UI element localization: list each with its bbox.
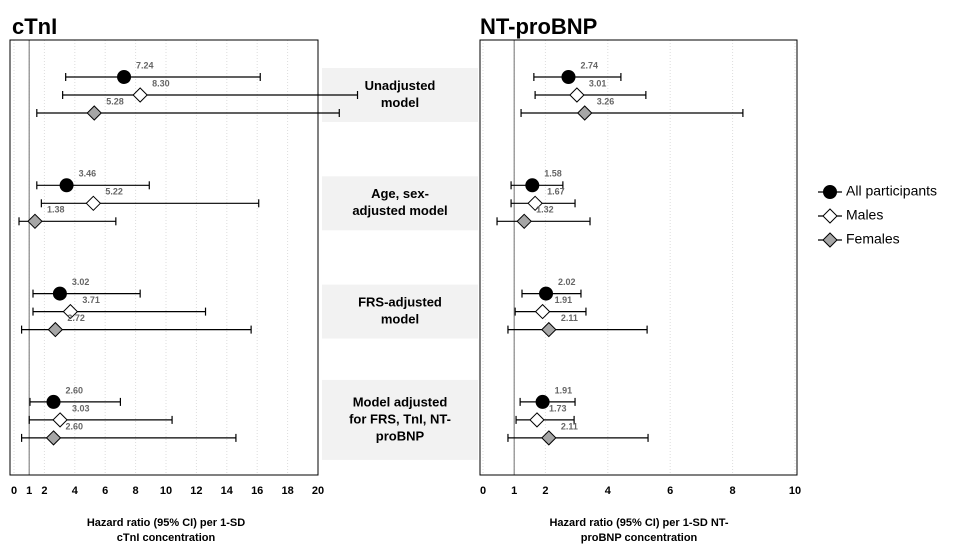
- x-tick-label: 2: [542, 485, 548, 497]
- x-tick-label: 0: [480, 485, 486, 497]
- value-label: 3.46: [79, 169, 97, 179]
- point: [46, 394, 61, 409]
- value-label: 5.22: [105, 187, 123, 197]
- value-label: 7.24: [136, 60, 154, 70]
- category-label: model: [381, 312, 419, 327]
- legend-label: Females: [846, 231, 900, 247]
- x-tick-label: 6: [102, 485, 108, 497]
- value-label: 1.73: [549, 403, 567, 413]
- legend-marker: [822, 232, 838, 248]
- point: [539, 286, 554, 301]
- point: [541, 430, 557, 446]
- point: [86, 105, 102, 121]
- value-label: 5.28: [106, 96, 124, 106]
- value-label: 1.58: [544, 169, 562, 179]
- value-label: 2.60: [66, 421, 84, 431]
- legend-label: All participants: [846, 183, 937, 199]
- value-label: 8.30: [152, 78, 170, 88]
- category-box: [322, 284, 478, 339]
- point: [541, 321, 557, 338]
- point: [45, 430, 62, 446]
- x-tick-label: 10: [160, 485, 172, 497]
- x-tick-label: 4: [72, 485, 79, 497]
- x-tick-label: 10: [789, 485, 801, 497]
- point: [569, 87, 585, 103]
- value-label: 1.67: [547, 187, 565, 197]
- category-label: for FRS, TnI, NT-: [349, 411, 451, 426]
- legend-marker: [822, 208, 838, 224]
- x-axis-label: cTnI concentration: [117, 532, 216, 544]
- value-label: 2.11: [561, 421, 578, 431]
- point: [85, 195, 102, 212]
- point: [27, 213, 43, 230]
- x-tick-label: 1: [511, 485, 517, 497]
- x-tick-label: 2: [41, 485, 47, 497]
- value-label: 1.91: [555, 385, 573, 395]
- point: [577, 105, 593, 121]
- point: [52, 412, 68, 428]
- point: [534, 303, 551, 320]
- x-tick-label: 18: [281, 485, 293, 497]
- x-tick-label: 14: [221, 485, 234, 497]
- point: [62, 303, 79, 320]
- category-box: [322, 176, 478, 231]
- x-tick-label: 6: [667, 485, 673, 497]
- category-label: Age, sex-: [371, 186, 429, 201]
- value-label: 2.72: [67, 313, 85, 323]
- value-label: 2.74: [580, 60, 598, 70]
- value-label: 3.03: [72, 403, 90, 413]
- point: [525, 178, 540, 193]
- value-label: 1.32: [536, 205, 554, 215]
- legend-label: Males: [846, 207, 883, 223]
- plot-frame: [479, 39, 798, 476]
- value-label: 2.60: [66, 385, 84, 395]
- chart-title: NT-proBNP: [480, 14, 597, 39]
- x-tick-label: 20: [312, 485, 324, 497]
- x-tick-label: 8: [133, 485, 139, 497]
- x-tick-label: 4: [605, 485, 612, 497]
- x-axis-label: proBNP concentration: [581, 532, 698, 544]
- value-label: 1.91: [555, 295, 573, 305]
- x-tick-label: 16: [251, 485, 263, 497]
- point: [516, 213, 532, 230]
- legend-marker: [823, 185, 837, 199]
- category-label: Unadjusted: [365, 78, 436, 93]
- category-box: [322, 379, 478, 460]
- point: [47, 321, 64, 338]
- value-label: 3.01: [589, 78, 607, 88]
- point: [527, 195, 543, 212]
- value-label: 2.11: [561, 313, 578, 323]
- point: [117, 70, 132, 84]
- value-label: 1.38: [47, 205, 65, 215]
- point: [132, 87, 148, 103]
- point: [561, 70, 576, 84]
- x-tick-label: 0: [11, 485, 17, 497]
- x-axis-label: Hazard ratio (95% CI) per 1-SD: [87, 517, 245, 529]
- value-label: 3.71: [82, 295, 100, 305]
- point: [59, 178, 74, 193]
- x-tick-label: 8: [730, 485, 736, 497]
- point: [529, 412, 545, 428]
- chart-title: cTnI: [12, 14, 57, 39]
- x-axis-label: Hazard ratio (95% CI) per 1-SD NT-: [549, 517, 728, 529]
- plot-frame: [9, 39, 319, 476]
- category-label: proBNP: [376, 428, 425, 443]
- value-label: 3.02: [72, 277, 90, 287]
- category-label: Model adjusted: [353, 394, 448, 409]
- point: [535, 394, 550, 409]
- x-tick-label: 1: [26, 485, 32, 497]
- category-label: model: [381, 95, 419, 110]
- x-tick-label: 12: [190, 485, 202, 497]
- value-label: 2.02: [558, 277, 576, 287]
- value-label: 3.26: [597, 96, 615, 106]
- point: [52, 286, 67, 301]
- category-label: FRS-adjusted: [358, 295, 442, 310]
- category-label: adjusted model: [352, 203, 447, 218]
